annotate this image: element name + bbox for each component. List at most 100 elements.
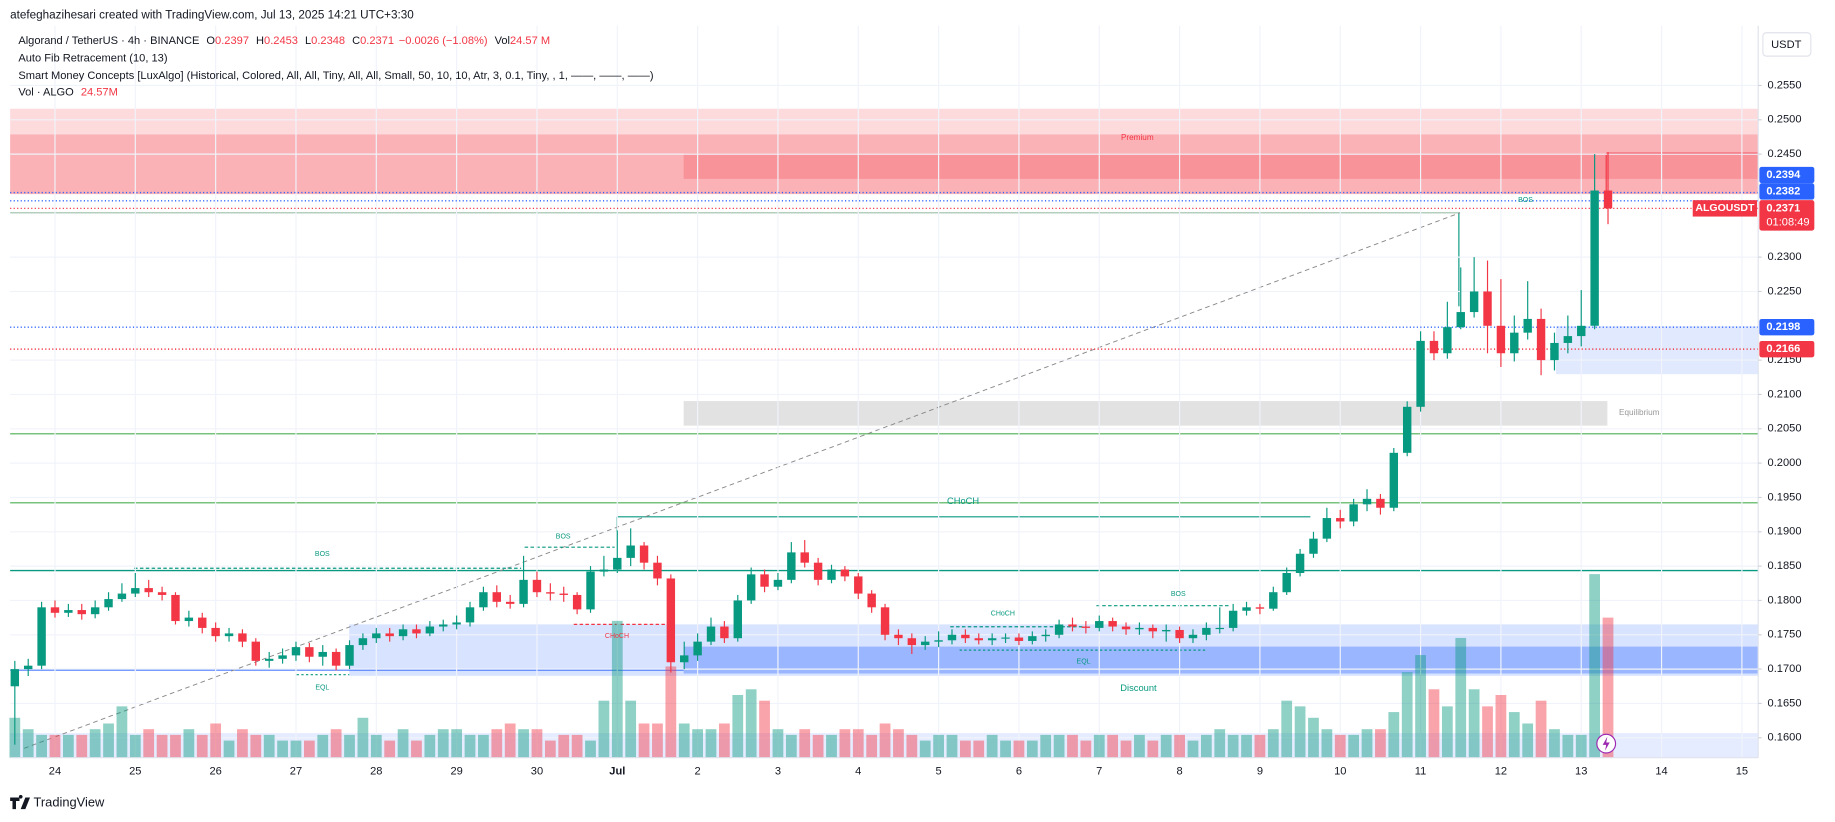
volume-bar bbox=[611, 620, 623, 758]
x-tick-label: 15 bbox=[1736, 766, 1748, 778]
volume-bar bbox=[491, 729, 503, 758]
volume-bar bbox=[1495, 694, 1507, 758]
volume-bar bbox=[116, 706, 128, 758]
candle-body bbox=[1161, 629, 1171, 632]
currency: USDT bbox=[1771, 39, 1801, 51]
candle-body bbox=[331, 651, 341, 666]
candle-body bbox=[1550, 342, 1559, 361]
candle-body bbox=[90, 607, 100, 615]
candle-body bbox=[1108, 621, 1117, 627]
annotation: CHoCH bbox=[605, 633, 629, 640]
candle-body bbox=[1202, 627, 1211, 635]
candle-body bbox=[238, 633, 247, 642]
volume-bar bbox=[1147, 740, 1159, 758]
candle-body bbox=[907, 638, 917, 646]
candle-body bbox=[867, 593, 876, 608]
candle-body bbox=[666, 578, 676, 663]
indicator-name[interactable]: Vol · ALGO 24.57M bbox=[18, 86, 118, 98]
x-tick-label: 30 bbox=[531, 766, 543, 778]
last-price-box bbox=[1759, 200, 1815, 231]
volume-bar bbox=[1187, 740, 1199, 758]
volume-bar bbox=[665, 666, 677, 758]
candle-body bbox=[224, 633, 234, 637]
price-label: 0.2394 bbox=[1766, 169, 1801, 181]
volume-bar bbox=[156, 734, 168, 758]
candle-body bbox=[733, 600, 742, 639]
candle-body bbox=[1255, 607, 1265, 609]
volume-bar bbox=[1107, 734, 1119, 758]
candle-body bbox=[880, 607, 890, 635]
candle-body bbox=[1215, 627, 1224, 630]
candle-body bbox=[1028, 636, 1037, 641]
candle-body bbox=[198, 617, 207, 628]
ohlc-value: 0.2397 bbox=[215, 35, 249, 47]
volume-bar bbox=[196, 734, 208, 758]
volume-bar bbox=[705, 729, 717, 758]
candle-body bbox=[23, 665, 33, 670]
volume-bar bbox=[411, 740, 422, 758]
x-tick-label: Jul bbox=[609, 766, 625, 778]
volume-bar bbox=[598, 700, 610, 758]
volume-value: 24.57 M bbox=[510, 35, 550, 47]
volume-bar bbox=[852, 729, 864, 758]
currency-button[interactable] bbox=[1762, 32, 1812, 57]
candle-body bbox=[1188, 634, 1198, 639]
volume-bar bbox=[1602, 617, 1614, 758]
volume-bar bbox=[1468, 689, 1480, 758]
candle-body bbox=[1590, 190, 1599, 326]
volume-bar bbox=[518, 729, 529, 758]
ohlc-value: 0.2371 bbox=[360, 35, 394, 47]
candle-body bbox=[680, 655, 689, 663]
candle-body bbox=[37, 607, 46, 666]
volume-bar bbox=[1361, 729, 1373, 758]
candle-body bbox=[1242, 607, 1251, 611]
y-tick-label: 0.2000 bbox=[1768, 457, 1802, 469]
volume-bar bbox=[1589, 574, 1601, 758]
candle-body bbox=[1148, 627, 1158, 632]
volume-bar bbox=[1174, 734, 1185, 758]
annotation: EQL bbox=[315, 684, 329, 691]
volume-bar bbox=[919, 740, 931, 758]
author-line: atefeghazihesari created with TradingVie… bbox=[10, 8, 414, 21]
demand-zone bbox=[1555, 326, 1759, 375]
candle-body bbox=[987, 638, 997, 641]
candle-body bbox=[10, 669, 20, 687]
fib-trend-line bbox=[24, 212, 1461, 749]
volume-bar bbox=[303, 740, 315, 758]
candle-body bbox=[439, 624, 448, 627]
candle-body bbox=[934, 640, 943, 642]
candle-body bbox=[1081, 626, 1091, 628]
indicator-name[interactable]: Smart Money Concepts [LuxAlgo] (Historic… bbox=[18, 70, 653, 82]
volume-bar bbox=[143, 729, 155, 758]
indicator-name[interactable]: Auto Fib Retracement (10, 13) bbox=[18, 52, 167, 64]
candle-body bbox=[572, 594, 582, 610]
y-tick-label: 0.1850 bbox=[1768, 560, 1802, 572]
volume-bar bbox=[451, 729, 463, 758]
candle-body bbox=[1443, 327, 1452, 354]
candle-body bbox=[1014, 637, 1024, 641]
candle-body bbox=[1510, 332, 1519, 354]
candle-body bbox=[372, 633, 381, 639]
candle-body bbox=[947, 634, 957, 641]
candle-body bbox=[425, 626, 435, 634]
candle-body bbox=[1322, 518, 1332, 539]
price-label-box bbox=[1759, 318, 1815, 336]
volume-bar bbox=[1093, 734, 1105, 758]
candle-body bbox=[291, 647, 301, 656]
candle-body bbox=[318, 651, 327, 657]
price-label: 0.2382 bbox=[1766, 185, 1800, 197]
volume-bar bbox=[1562, 734, 1574, 758]
volume-bar bbox=[250, 734, 262, 758]
candle-body bbox=[639, 545, 649, 563]
candle-body bbox=[1336, 518, 1345, 522]
candle-body bbox=[479, 592, 488, 608]
volume-bar bbox=[558, 734, 570, 758]
candle-body bbox=[505, 601, 515, 604]
candle-body bbox=[921, 641, 930, 646]
price-lines bbox=[10, 191, 1759, 350]
annotation: Discount bbox=[1120, 683, 1157, 693]
volume-bar bbox=[1281, 700, 1293, 758]
candle-body bbox=[800, 552, 809, 563]
